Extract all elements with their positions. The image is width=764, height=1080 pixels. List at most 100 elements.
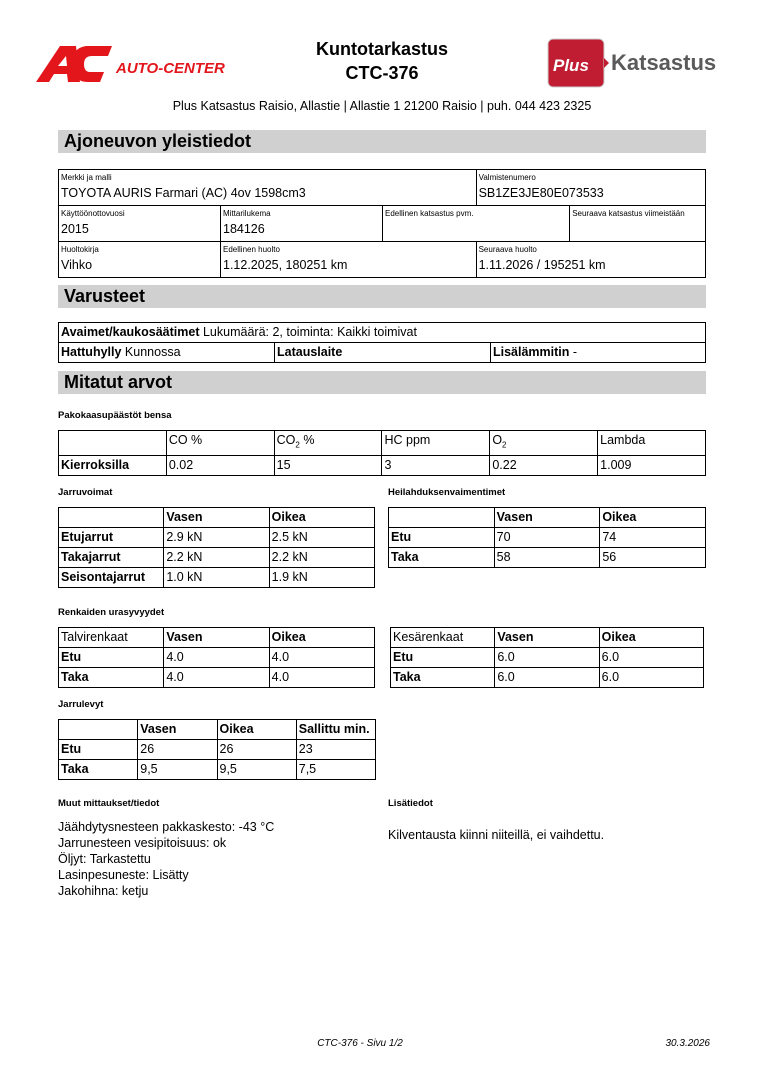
keys-cell: Avaimet/kaukosäätimet Lukumäärä: 2, toim… — [58, 322, 706, 343]
table-cell: Kierroksilla — [58, 454, 167, 476]
table-cell: Taka — [57, 667, 165, 688]
table-cell: 9,5 — [137, 759, 218, 780]
prev-service-cell: Edellinen huolto 1.12.2025, 180251 km — [220, 241, 477, 278]
brakes-table: Vasen Oikea Etujarrut 2.9 kN 2.5 kN Takajar… — [57, 507, 376, 588]
table-cell: 74 — [599, 527, 706, 548]
table-cell: O2 — [489, 430, 599, 456]
make-cell: Merkki ja malli TOYOTA AURIS Farmari (AC)… — [58, 169, 477, 206]
tires-label: Renkaiden urasyvyydet — [58, 607, 165, 618]
table-cell: CO2 % — [273, 430, 383, 456]
charger-cell: Latauslaite — [274, 342, 491, 363]
table-cell: Oikea — [268, 507, 376, 528]
table-cell — [57, 719, 139, 740]
table-cell: Vasen — [493, 507, 601, 528]
table-cell: 2.2 kN — [268, 547, 376, 568]
next-service-cell: Seuraava huolto 1.11.2026 / 195251 km — [475, 241, 707, 278]
shocks-label: Heilahduksenvaimentimet — [388, 487, 506, 498]
table-cell: 1.0 kN — [163, 567, 270, 588]
table-cell: Seisontajarrut — [57, 567, 165, 588]
table-cell: Taka — [57, 759, 139, 780]
plus-katsastus-logo: Plus Katsastus — [547, 38, 727, 88]
table-cell: Oikea — [599, 507, 706, 528]
brakes-label: Jarruvoimat — [58, 487, 113, 498]
table-cell: 2.9 kN — [163, 527, 270, 548]
table-cell: 2.2 kN — [163, 547, 270, 568]
table-cell: 15 — [273, 454, 383, 476]
table-cell — [58, 430, 167, 456]
table-cell: Oikea — [216, 719, 297, 740]
table-cell: 6.0 — [598, 647, 705, 668]
table-cell: 7,5 — [295, 759, 377, 780]
table-cell: 4.0 — [268, 647, 376, 668]
section-general-heading: Ajoneuvon yleistiedot — [58, 130, 706, 153]
shocks-table: Vasen Oikea Etu 70 74 Taka 58 56 — [388, 507, 706, 568]
next-inspection-cell: Seuraava katsastus viimeistään — [569, 205, 706, 242]
hatshelf-cell: Hattuhylly Kunnossa — [58, 342, 275, 363]
table-cell: 70 — [493, 527, 601, 548]
table-cell: HC ppm — [381, 430, 491, 456]
table-cell: Taka — [388, 547, 495, 568]
summer-tires-table: Kesärenkaat Vasen Oikea Etu 6.0 6.0 Taka 6.0 6… — [389, 627, 705, 688]
table-cell: 3 — [381, 454, 491, 476]
table-cell: Takajarrut — [57, 547, 165, 568]
other-label: Muut mittaukset/tiedot — [58, 798, 160, 809]
prev-inspection-cell: Edellinen katsastus pvm. — [381, 205, 571, 242]
table-cell: Sallittu min. — [295, 719, 377, 740]
table-cell: Etu — [388, 527, 495, 548]
table-cell: Kesärenkaat — [389, 627, 496, 648]
emissions-table: CO % CO2 % HC ppm O2 Lambda Kierroksilla… — [58, 430, 706, 476]
table-cell: 26 — [137, 739, 218, 760]
winter-tires-table: Talvirenkaat Vasen Oikea Etu 4.0 4.0 Taka 4.0… — [57, 627, 376, 688]
extra-info-label: Lisätiedot — [388, 798, 433, 809]
document-title: Kuntotarkastus — [315, 39, 449, 59]
table-cell: Oikea — [268, 627, 376, 648]
year-cell: Käyttöönottovuosi 2015 — [58, 205, 221, 242]
table-cell: 4.0 — [163, 647, 270, 668]
table-cell: 2.5 kN — [268, 527, 376, 548]
table-cell: 6.0 — [494, 647, 600, 668]
table-cell: 1.009 — [597, 454, 706, 476]
table-cell: 1.9 kN — [268, 567, 376, 588]
table-cell: 0.22 — [489, 454, 599, 476]
brake-discs-table: Vasen Oikea Sallittu min. Etu 26 26 23 Taka 9,… — [57, 719, 377, 780]
svg-text:AUTO-CENTER: AUTO-CENTER — [115, 60, 225, 77]
table-cell: Vasen — [494, 627, 600, 648]
table-cell: Taka — [389, 667, 496, 688]
table-cell: Oikea — [598, 627, 705, 648]
discs-label: Jarrulevyt — [58, 699, 104, 710]
section-measured-heading: Mitatut arvot — [58, 371, 706, 394]
table-cell: 6.0 — [598, 667, 705, 688]
footer-date: 30.3.2026 — [665, 1038, 711, 1049]
extra-info-text: Kilventausta kiinni niiteillä, ei vaihde… — [388, 828, 605, 842]
table-cell — [388, 507, 495, 528]
table-cell: Etu — [389, 647, 496, 668]
svg-text:Katsastus: Katsastus — [611, 50, 716, 75]
odometer-cell: Mittarilukema 184126 — [220, 205, 383, 242]
table-cell: Etu — [57, 647, 165, 668]
table-cell: 56 — [599, 547, 706, 568]
table-cell: Lambda — [597, 430, 706, 456]
autocenter-logo: AUTO-CENTER — [36, 44, 226, 84]
svg-text:Plus: Plus — [553, 56, 589, 75]
other-measurements: Jäähdytysnesteen pakkaskesto: -43 °C Jarr… — [58, 820, 275, 898]
table-cell — [57, 507, 165, 528]
section-equipment-heading: Varusteet — [58, 285, 706, 308]
heater-cell: Lisälämmitin - — [490, 342, 706, 363]
table-cell: CO % — [165, 430, 275, 456]
table-cell: 0.02 — [165, 454, 275, 476]
table-cell: 26 — [216, 739, 297, 760]
equipment-table: Avaimet/kaukosäätimet Lukumäärä: 2, toim… — [58, 322, 706, 363]
vin-cell: Valmistenumero SB1ZE3JE80E073533 — [475, 169, 707, 206]
table-cell: Vasen — [163, 627, 270, 648]
page-number: CTC-376 - Sivu 1/2 — [317, 1038, 403, 1049]
table-cell: 9,5 — [216, 759, 297, 780]
address-line: Plus Katsastus Raisio, Allastie | Allast… — [172, 99, 592, 113]
table-cell: Talvirenkaat — [57, 627, 165, 648]
table-cell: Etu — [57, 739, 139, 760]
general-info-table: Merkki ja malli TOYOTA AURIS Farmari (AC)… — [58, 169, 707, 278]
service-book-cell: Huoltokirja Vihko — [58, 241, 221, 278]
table-cell: Vasen — [163, 507, 270, 528]
table-cell: 58 — [493, 547, 601, 568]
document-id: CTC-376 — [345, 63, 419, 83]
table-cell: Etujarrut — [57, 527, 165, 548]
